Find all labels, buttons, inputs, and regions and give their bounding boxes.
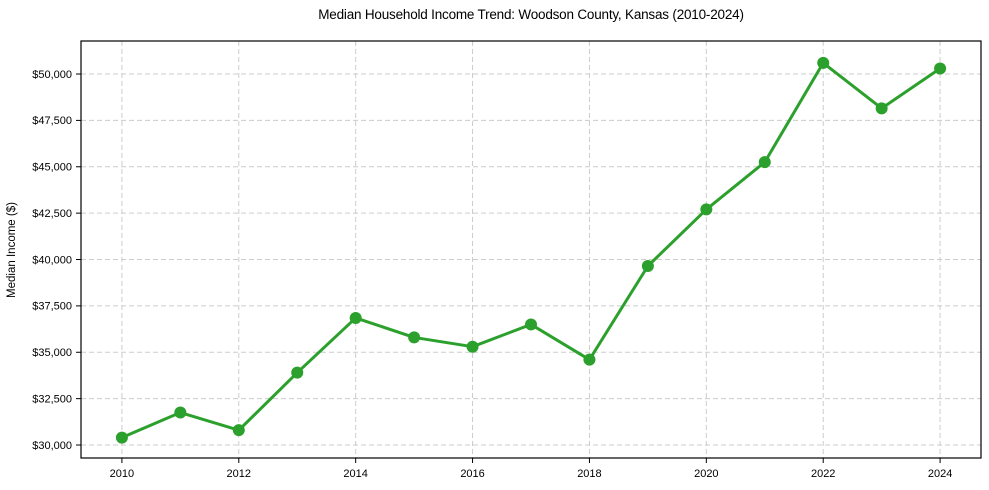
- data-point: [408, 331, 421, 344]
- chart-title: Median Household Income Trend: Woodson C…: [318, 7, 744, 22]
- plot-border: [80, 40, 982, 459]
- y-tick-label: $45,000: [32, 162, 72, 174]
- y-tick-label: $35,000: [32, 347, 72, 359]
- y-tick-label: $37,500: [32, 301, 72, 313]
- x-tick-label: 2014: [343, 468, 367, 480]
- y-tick-label: $30,000: [32, 440, 72, 452]
- y-tick-label: $50,000: [32, 69, 72, 81]
- x-tick-label: 2018: [577, 468, 601, 480]
- x-tick-label: 2024: [928, 468, 952, 480]
- x-tick-label: 2016: [460, 468, 484, 480]
- data-point: [115, 431, 128, 444]
- data-point: [525, 318, 537, 331]
- income-trend-line: [120, 61, 942, 440]
- gridlines: [81, 41, 981, 458]
- x-tick-label: 2020: [694, 468, 718, 480]
- data-point: [583, 353, 596, 366]
- y-tick-label: $40,000: [32, 254, 72, 266]
- y-tick-label: $47,500: [32, 115, 72, 127]
- x-tick-label: 2010: [110, 468, 134, 480]
- data-point: [174, 406, 187, 419]
- x-tick-label: 2012: [227, 468, 251, 480]
- data-point: [758, 156, 771, 169]
- data-point: [934, 62, 947, 75]
- y-tick-label: $32,500: [32, 393, 72, 405]
- data-point: [349, 311, 362, 324]
- data-point: [700, 203, 713, 216]
- y-axis-tick-labels: $30,000 $32,500 $35,000 $37,500 $40,000 $42,5…: [32, 69, 72, 452]
- y-axis-label: Median Income ($): [6, 202, 18, 298]
- data-point: [817, 56, 830, 69]
- y-tick-label: $42,500: [32, 208, 72, 220]
- data-point: [291, 366, 304, 379]
- data-point: [641, 260, 654, 273]
- x-tick-label: 2022: [811, 468, 835, 480]
- data-point: [232, 424, 245, 437]
- x-axis-tick-labels: 2010 2012 2014 2016 2018 2020 2022 2024: [110, 468, 953, 480]
- data-point: [466, 340, 479, 353]
- data-point: [875, 102, 888, 115]
- axis-ticks: [76, 73, 941, 463]
- data-point-markers: [115, 56, 947, 444]
